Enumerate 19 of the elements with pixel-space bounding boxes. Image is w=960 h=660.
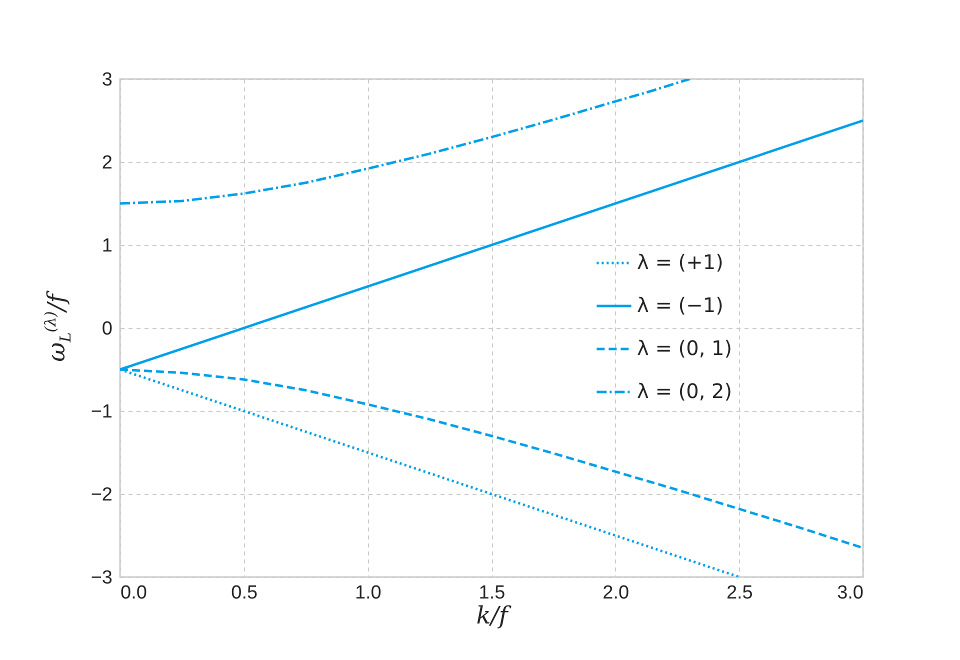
legend-label: λ = (0, 1) [637,336,732,360]
x-axis-title: k/f [476,602,512,630]
legend-label: λ = (−1) [637,293,724,317]
y-tick-label: −3 [90,568,112,588]
x-tick-label: 1.5 [478,582,506,604]
x-tick-label: 0.5 [231,582,258,604]
x-tick-label: 1.0 [354,582,382,604]
legend-label: λ = (0, 2) [637,379,732,403]
y-tick-label: −1 [90,402,112,422]
x-tick-label: 3.0 [837,582,864,604]
y-tick-label: 2 [102,152,112,174]
x-tick-label: 2.0 [602,582,630,604]
y-tick-label: 3 [102,70,112,90]
y-tick-label: 0 [102,318,112,340]
legend-label: λ = (+1) [637,250,724,274]
x-tick-label: 2.5 [726,582,753,604]
y-tick-label: 1 [102,236,112,256]
y-tick-label: −2 [90,484,112,506]
x-tick-label: 0.0 [120,582,147,604]
